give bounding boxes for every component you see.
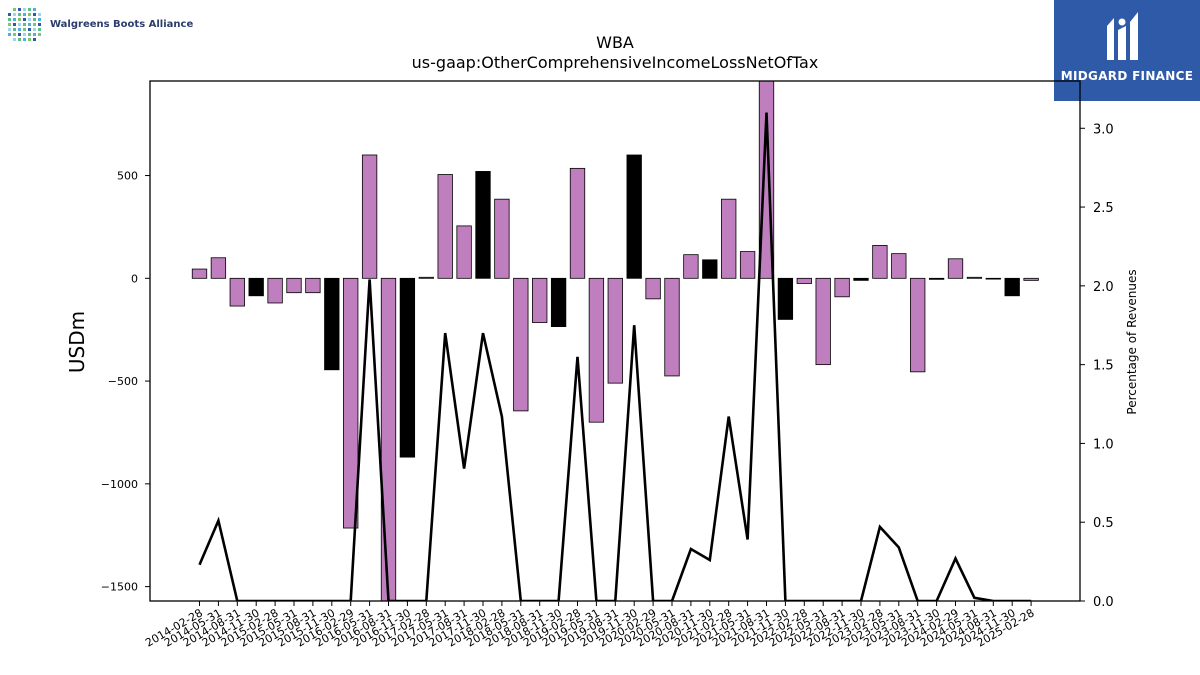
bar-2023-11-30: [928, 277, 945, 280]
bar-2014-02-28: [191, 268, 208, 279]
bar-2017-05-31: [437, 174, 453, 279]
y2-tick-label: 1.0: [1093, 437, 1114, 452]
y-tick-label: 500: [117, 170, 138, 183]
walgreens-logo: Walgreens Boots Alliance: [4, 4, 193, 44]
bar-2019-02-28: [569, 167, 586, 279]
bar-2021-11-30: [777, 277, 794, 320]
midgard-logo-text: MIDGARD FINANCE: [1060, 69, 1194, 83]
midgard-finance-logo: MIDGARD FINANCE: [1054, 0, 1200, 101]
y-axis-label: USDm: [65, 311, 89, 373]
bar-2020-02-29: [645, 277, 661, 300]
y2-tick-label: 2.0: [1093, 280, 1114, 295]
walgreens-logo-icon: [8, 8, 41, 41]
bar-2016-02-29: [343, 277, 359, 529]
y2-axis-label: Percentage of Revenues: [1125, 269, 1139, 414]
bar-2022-05-31: [815, 277, 831, 366]
bar-2024-02-29: [947, 258, 964, 279]
bars: [191, 81, 1039, 601]
y2-tick-label: 2.5: [1093, 201, 1114, 216]
y-tick-label: 0: [131, 272, 138, 285]
bar-2018-05-31: [513, 277, 529, 412]
y2-tick-label: 1.5: [1093, 359, 1114, 374]
bar-2019-08-31: [607, 277, 623, 384]
y2-tick-label: 0.0: [1093, 595, 1114, 610]
bar-2023-02-28: [872, 245, 888, 279]
bar-2019-11-30: [626, 154, 642, 279]
bar-2020-08-31: [683, 254, 699, 279]
bar-2017-08-31: [456, 225, 472, 279]
bar-2016-08-31: [380, 277, 397, 601]
bar-2014-05-31: [210, 257, 227, 279]
bar-2024-05-31: [966, 276, 983, 279]
bar-2018-08-31: [532, 277, 548, 323]
bar-2022-11-30: [853, 277, 869, 281]
bar-2018-02-28: [494, 198, 510, 279]
y-tick-label: −1500: [101, 581, 138, 594]
bar-2022-02-28: [796, 277, 812, 284]
bar-2016-11-30: [399, 277, 416, 458]
bar-2017-11-30: [475, 171, 491, 279]
bar-2014-08-31: [229, 277, 245, 307]
bar-2020-05-31: [664, 277, 680, 377]
y2-tick-label: 0.5: [1093, 516, 1114, 531]
bar-2016-05-31: [361, 154, 378, 279]
bar-2018-11-30: [550, 277, 567, 328]
bar-2024-08-31: [985, 277, 1001, 280]
bar-2017-02-28: [418, 276, 434, 279]
chart-title: WBA: [596, 33, 634, 52]
bar-2021-05-31: [739, 251, 756, 279]
y-tick-label: −1000: [101, 478, 138, 491]
bar-2021-02-28: [721, 198, 737, 279]
bar-2023-08-31: [910, 277, 926, 373]
y2-tick-label: 3.0: [1093, 122, 1114, 137]
percentage-line: [198, 112, 1032, 601]
bar-2023-05-31: [891, 253, 907, 279]
y-tick-label: −500: [108, 375, 138, 388]
bar-2015-08-31: [305, 277, 321, 294]
bar-2020-11-30: [702, 259, 718, 279]
bar-2015-11-30: [324, 277, 340, 371]
bar-2019-05-31: [588, 277, 605, 423]
chart-subtitle: us-gaap:OtherComprehensiveIncomeLossNetO…: [412, 53, 819, 72]
bar-2015-05-31: [286, 277, 302, 294]
midgard-m-icon: [1107, 12, 1138, 60]
bar-2022-08-31: [834, 277, 850, 298]
bar-2014-11-30: [248, 277, 264, 297]
walgreens-logo-text: Walgreens Boots Alliance: [50, 18, 194, 30]
bar-2025-02-28: [1023, 277, 1039, 281]
bar-2015-02-28: [267, 277, 283, 304]
bar-2024-11-30: [1004, 277, 1020, 297]
